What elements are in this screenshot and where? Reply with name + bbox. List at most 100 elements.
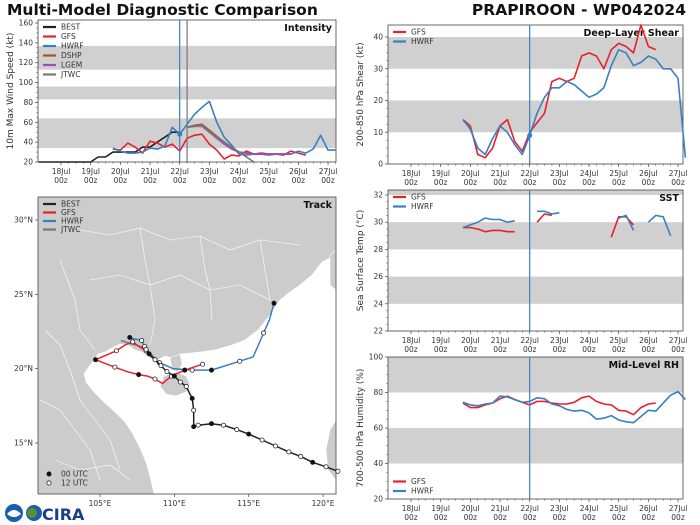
intensity-xtick-label: 22Jul xyxy=(170,167,189,176)
shear-series-gfs xyxy=(462,24,657,159)
track-legend-label: HWRF xyxy=(61,217,84,226)
sst-xtick-label: 23Jul xyxy=(550,336,569,345)
intensity-ytick-label: 120 xyxy=(19,58,34,67)
shear-xtick-label-hour: 00z xyxy=(612,178,626,187)
intensity-panel: 2040608010012014016018Jul00z19Jul00z20Ju… xyxy=(6,19,337,186)
rh-xtick-label-hour: 00z xyxy=(553,513,567,522)
sst-ytick-label: 28 xyxy=(373,245,383,254)
rh-band xyxy=(388,428,683,464)
rh-xtick-label: 18Jul xyxy=(402,504,421,513)
sst-ytick-label: 24 xyxy=(373,299,383,308)
intensity-legend-label: LGEM xyxy=(61,61,82,70)
rh-xtick-label: 19Jul xyxy=(431,504,450,513)
rh-ytick-label: 100 xyxy=(369,353,384,362)
track-point-12utc xyxy=(195,422,201,428)
intensity-marker xyxy=(177,131,183,137)
track-point-12utc xyxy=(112,364,118,370)
intensity-legend-label: HWRF xyxy=(61,42,84,51)
shear-ytick-label: 30 xyxy=(373,64,383,73)
track-point-00utc xyxy=(246,431,252,437)
track-point-12utc xyxy=(259,437,265,443)
track-ytick-label: 15°N xyxy=(14,439,33,448)
track-panel-title: Track xyxy=(304,200,333,211)
sst-xtick-label: 27Jul xyxy=(669,336,688,345)
sst-series-hwrf xyxy=(647,214,672,237)
intensity-ytick-label: 80 xyxy=(23,98,33,107)
track-marker-legend-label: 00 UTC xyxy=(61,470,88,479)
shear-xtick-label-hour: 00z xyxy=(464,178,478,187)
rh-xtick-label-hour: 00z xyxy=(612,513,626,522)
intensity-xtick-label: 19Jul xyxy=(81,167,100,176)
track-point-12utc xyxy=(143,346,149,352)
intensity-xtick-label-hour: 00z xyxy=(292,176,306,185)
track-frame xyxy=(37,196,337,495)
sst-xtick-label: 22Jul xyxy=(520,336,539,345)
sst-ytick-label: 32 xyxy=(373,191,383,200)
sst-series-gfs xyxy=(462,226,515,233)
sst-xtick-label-hour: 00z xyxy=(671,345,685,354)
track-xtick-label: 110°E xyxy=(163,499,186,508)
sst-xtick-label-hour: 00z xyxy=(582,345,596,354)
intensity-ylabel: 10m Max Wind Speed (kt) xyxy=(6,33,16,150)
intensity-legend-label: GFS xyxy=(61,32,76,41)
rh-xtick-label: 21Jul xyxy=(491,504,510,513)
intensity-ytick-label: 140 xyxy=(19,38,34,47)
sst-series-hwrf xyxy=(462,217,515,229)
intensity-xtick-label: 20Jul xyxy=(111,167,130,176)
rh-xtick-label: 24Jul xyxy=(580,504,599,513)
intensity-xtick-label-hour: 00z xyxy=(203,176,217,185)
land-taiwan xyxy=(329,249,337,291)
rh-panel-title: Mid-Level RH xyxy=(609,360,679,371)
intensity-xtick-label: 24Jul xyxy=(230,167,249,176)
sst-ytick-label: 30 xyxy=(373,218,383,227)
track-point-00utc xyxy=(209,367,214,373)
track-line-gfs xyxy=(94,341,203,385)
rh-xtick-label-hour: 00z xyxy=(434,513,448,522)
sst-frame xyxy=(387,189,684,332)
sst-band xyxy=(388,276,683,304)
intensity-ytick-label: 100 xyxy=(19,78,34,87)
sst-xtick-label-hour: 00z xyxy=(612,345,626,354)
shear-xtick-label: 21Jul xyxy=(491,169,510,178)
track-ytick-label: 25°N xyxy=(14,290,33,299)
shear-legend-label: GFS xyxy=(411,28,426,37)
rh-xtick-label-hour: 00z xyxy=(642,513,656,522)
track-point-00utc xyxy=(171,373,177,379)
sst-xtick-label-hour: 00z xyxy=(404,345,418,354)
sst-xtick-label: 25Jul xyxy=(609,336,628,345)
sst-series-hwrf xyxy=(618,214,635,231)
intensity-xtick-label-hour: 00z xyxy=(114,176,128,185)
province-borders xyxy=(39,227,301,481)
shear-ylabel: 200-850 hPa Shear (kt) xyxy=(356,42,366,146)
sst-xtick-label: 18Jul xyxy=(402,336,421,345)
shear-xtick-label: 24Jul xyxy=(580,169,599,178)
intensity-legend-label: JTWC xyxy=(60,70,80,79)
track-point-00utc xyxy=(189,395,195,401)
track-point-12utc xyxy=(273,443,278,449)
sst-ytick-label: 22 xyxy=(373,327,383,336)
intensity-xtick-label: 21Jul xyxy=(141,167,160,176)
rh-ytick-label: 20 xyxy=(373,495,383,504)
sst-xtick-label: 26Jul xyxy=(639,336,658,345)
sst-xtick-label: 20Jul xyxy=(461,336,480,345)
track-marker-legend-label: 12 UTC xyxy=(61,479,88,488)
noaa-bird-icon xyxy=(7,510,21,517)
track-point-12utc xyxy=(286,449,292,455)
shear-xtick-label: 20Jul xyxy=(461,169,480,178)
sst-band xyxy=(388,190,683,195)
rh-xtick-label-hour: 00z xyxy=(493,513,507,522)
rh-xtick-label-hour: 00z xyxy=(671,513,685,522)
shear-xtick-label: 26Jul xyxy=(639,169,658,178)
rh-legend-label: HWRF xyxy=(411,487,434,496)
shear-ytick-label: 10 xyxy=(373,128,383,137)
intensity-legend-label: BEST xyxy=(61,23,81,32)
rh-xtick-label: 25Jul xyxy=(609,504,628,513)
rh-ytick-label: 60 xyxy=(373,424,383,433)
shear-xtick-label: 25Jul xyxy=(609,169,628,178)
cira-globe-land-icon xyxy=(27,508,37,518)
rh-xtick-label-hour: 00z xyxy=(464,513,478,522)
intensity-xtick-label-hour: 00z xyxy=(321,176,335,185)
rh-panel: 2040608010018Jul00z19Jul00z20Jul00z21Jul… xyxy=(356,353,687,523)
shear-xtick-label-hour: 00z xyxy=(671,178,685,187)
sst-xtick-label-hour: 00z xyxy=(464,345,478,354)
